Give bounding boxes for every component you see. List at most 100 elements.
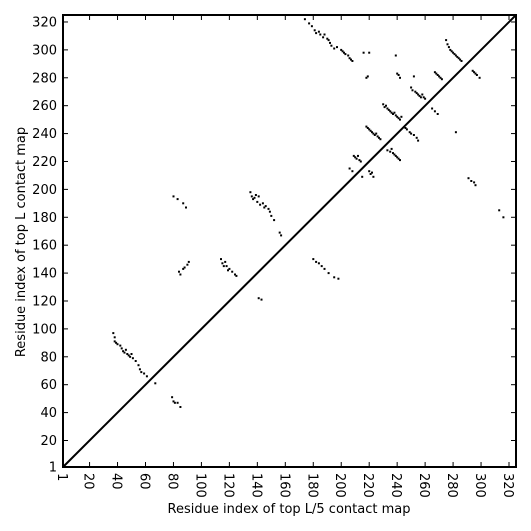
contact-point-0-23 [172,400,175,403]
contact-point-0-58 [267,207,270,210]
contact-point-0-189 [459,58,462,61]
x-tick-label-300: 300 [472,473,487,498]
contact-point-0-39 [222,265,225,268]
contact-point-0-155 [410,132,413,135]
contact-point-0-41 [225,265,228,268]
y-tick-label-320: 320 [32,15,57,30]
contact-point-0-43 [228,267,231,270]
contact-point-0-133 [393,111,396,114]
contact-point-0-194 [473,181,476,184]
contact-point-0-125 [382,103,385,106]
contact-point-0-104 [359,160,362,163]
contact-point-0-7 [122,350,125,353]
contact-point-0-11 [127,354,130,357]
contact-point-0-141 [390,147,393,150]
contact-point-0-53 [257,195,260,198]
contact-point-0-97 [348,167,351,170]
contact-point-0-12 [129,355,132,358]
contact-point-0-148 [394,54,397,57]
contact-point-0-54 [259,203,262,206]
contact-point-0-8 [123,351,126,354]
contact-point-0-70 [315,32,318,35]
x-tick-label-260: 260 [416,473,431,498]
contact-point-0-158 [417,139,420,142]
y-tick-label-20: 20 [40,434,57,449]
contact-point-0-193 [470,180,473,182]
contact-point-0-34 [183,266,186,269]
contact-point-0-35 [186,263,189,266]
contact-point-0-111 [365,125,368,128]
contact-point-0-124 [368,51,371,54]
x-tick-label-40: 40 [109,473,124,490]
contact-point-0-153 [405,128,408,131]
contact-point-0-55 [261,202,264,205]
contact-point-0-185 [453,53,456,56]
contact-point-0-161 [412,75,415,78]
contact-point-0-132 [392,113,394,115]
contact-point-0-147 [399,159,401,162]
contact-point-0-187 [456,55,459,58]
x-axis-ticks: 1 20 40 60 80 100 120 140 160 180 200 220 240 260 280 3… [54,15,515,498]
contact-point-0-116 [372,132,375,135]
contact-point-0-95 [333,276,336,279]
contact-point-0-109 [371,171,373,174]
contact-point-0-163 [415,92,418,95]
contact-point-0-80 [336,46,338,49]
contact-point-0-88 [351,60,354,62]
contact-point-0-121 [379,138,382,141]
contact-point-0-142 [392,152,394,155]
contact-point-0-85 [347,54,350,57]
contact-point-0-48 [250,195,253,198]
y-tick-label-1: 1 [49,461,57,476]
x-tick-label-80: 80 [164,473,179,490]
contact-point-0-173 [433,71,436,74]
contact-point-0-170 [431,107,434,110]
contact-point-0-200 [478,76,481,79]
contact-point-0-106 [362,51,365,54]
contact-point-0-100 [354,156,357,159]
contact-point-0-77 [329,41,331,44]
contact-point-0-192 [467,177,470,180]
contact-point-0-175 [436,74,439,76]
contact-point-0-113 [368,128,371,131]
contact-point-0-89 [312,258,315,261]
contact-point-0-171 [433,110,436,113]
contact-point-0-118 [375,132,378,135]
contact-point-0-157 [415,136,418,139]
contact-point-0-202 [502,216,505,219]
contact-point-0-81 [340,48,343,51]
contact-point-0-31 [178,270,180,273]
contact-point-0-188 [457,57,460,60]
contact-point-0-87 [350,58,352,61]
contact-point-0-29 [182,202,185,205]
contact-point-0-90 [315,260,318,263]
contact-point-0-159 [410,86,413,89]
contact-point-0-84 [344,53,347,56]
contact-point-0-61 [273,219,276,222]
contact-point-0-162 [414,90,417,93]
x-tick-label-200: 200 [332,473,347,498]
y-tick-label-260: 260 [32,99,57,114]
x-tick-label-20: 20 [81,473,96,490]
contact-point-0-50 [253,196,256,199]
x-tick-label-220: 220 [360,473,375,498]
y-tick-label-40: 40 [40,406,57,421]
contact-point-0-59 [268,210,271,213]
x-tick-label-140: 140 [248,473,263,498]
contact-point-0-151 [399,76,401,79]
y-axis-label: Residue index of top L contact map [14,127,29,357]
contact-point-0-0 [112,332,115,335]
contact-point-0-56 [263,206,266,209]
diagonal-line [62,14,517,468]
x-axis-label: Residue index of top L/5 contact map [168,502,411,517]
contact-point-0-119 [376,135,379,138]
contact-point-0-180 [446,43,449,46]
x-tick-label-180: 180 [304,473,319,498]
contact-point-0-15 [134,360,137,362]
contact-point-0-44 [231,270,234,273]
contact-point-0-74 [323,33,326,36]
contact-point-0-62 [278,231,281,234]
y-tick-label-160: 160 [32,239,57,254]
contact-point-0-179 [445,39,448,42]
y-tick-label-140: 140 [32,267,57,282]
